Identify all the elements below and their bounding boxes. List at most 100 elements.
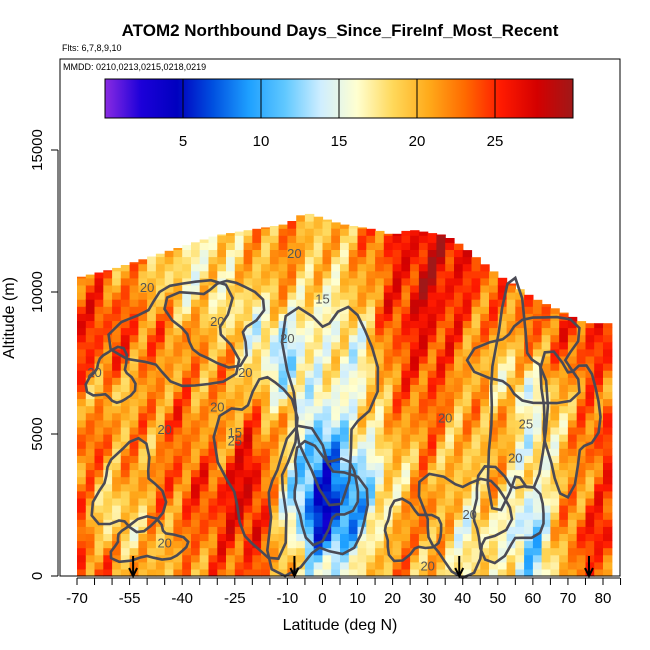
heatmap-cell — [173, 277, 183, 286]
heatmap-cell — [497, 405, 508, 414]
heatmap-cell — [208, 455, 218, 463]
heatmap-cell — [427, 426, 438, 435]
heatmap-cell — [436, 263, 446, 272]
heatmap-cell — [401, 284, 411, 293]
heatmap-cell — [217, 299, 227, 307]
heatmap-cell — [191, 412, 201, 421]
heatmap-cell — [436, 469, 446, 478]
heatmap-cell — [532, 419, 543, 428]
heatmap-cell — [594, 497, 604, 506]
heatmap-cell — [515, 526, 525, 534]
heatmap-cell — [401, 476, 411, 485]
heatmap-cell — [261, 426, 271, 435]
heatmap-cell — [243, 299, 253, 307]
heatmap-cell — [480, 561, 490, 570]
heatmap-cell — [366, 363, 376, 371]
heatmap-cell — [401, 235, 411, 243]
heatmap-cell — [322, 561, 332, 570]
heatmap-cell — [541, 483, 551, 492]
heatmap-cell — [261, 526, 271, 534]
heatmap-cell — [278, 306, 288, 314]
heatmap-cell — [103, 292, 113, 300]
heatmap-cell — [173, 405, 183, 414]
heatmap-cell — [173, 292, 183, 300]
heatmap-cell — [120, 568, 131, 577]
heatmap-cell — [454, 256, 464, 265]
heatmap-cell — [252, 462, 262, 471]
heatmap-cell — [147, 540, 157, 549]
heatmap-cell — [304, 270, 315, 279]
heatmap-cell — [559, 540, 569, 549]
heatmap-cell — [85, 398, 96, 407]
heatmap-cell — [567, 327, 578, 336]
heatmap-cell — [155, 348, 166, 357]
contour-label: 20 — [210, 314, 224, 329]
heatmap-cell — [489, 426, 499, 435]
heatmap-cell — [85, 462, 96, 471]
heatmap-cell — [340, 561, 350, 570]
heatmap-cell — [226, 448, 236, 456]
heatmap-cell — [489, 363, 499, 371]
heatmap-cell — [226, 327, 236, 336]
heatmap-cell — [506, 377, 516, 385]
heatmap-cell — [418, 540, 429, 549]
heatmap-cell — [506, 283, 516, 286]
heatmap-cell — [313, 341, 324, 350]
heatmap-cell — [208, 497, 218, 506]
heatmap-cell — [269, 391, 280, 400]
heatmap-cell — [383, 249, 394, 258]
heatmap-cell — [585, 370, 595, 378]
heatmap-cell — [497, 441, 508, 449]
heatmap-cell — [173, 455, 183, 463]
heatmap-cell — [234, 547, 245, 556]
heatmap-cell — [357, 512, 367, 520]
heatmap-cell — [576, 455, 587, 463]
heatmap-cell — [357, 355, 367, 364]
heatmap-cell — [603, 355, 613, 364]
heatmap-cell — [427, 391, 438, 400]
heatmap-cell — [445, 327, 455, 336]
heatmap-cell — [348, 313, 359, 321]
heatmap-cell — [383, 419, 394, 428]
heatmap-cell — [462, 377, 473, 385]
heatmap-cell — [392, 377, 402, 385]
heatmap-cell — [532, 412, 543, 421]
heatmap-cell — [366, 547, 376, 556]
heatmap-cell — [103, 505, 113, 513]
heatmap-cell — [252, 540, 262, 549]
heatmap-cell — [278, 455, 288, 463]
heatmap-cell — [357, 228, 367, 236]
heatmap-cell — [103, 355, 113, 364]
heatmap-cell — [120, 341, 131, 350]
heatmap-cell — [147, 313, 157, 321]
heatmap-cell — [506, 497, 516, 506]
heatmap-cell — [138, 469, 148, 478]
heatmap-cell — [313, 490, 324, 499]
heatmap-cell — [383, 334, 394, 343]
heatmap-cell — [155, 313, 166, 321]
heatmap-cell — [357, 490, 367, 499]
heatmap-cell — [392, 235, 402, 243]
heatmap-cell — [348, 277, 359, 286]
heatmap-cell — [427, 313, 438, 321]
x-tick-label: -70 — [66, 590, 88, 607]
heatmap-cell — [331, 306, 341, 314]
heatmap-cell — [164, 320, 175, 329]
heatmap-cell — [418, 398, 429, 407]
heatmap-cell — [340, 256, 350, 265]
heatmap-cell — [436, 292, 446, 300]
heatmap-cell — [155, 277, 166, 286]
heatmap-cell — [164, 405, 175, 414]
heatmap-cell — [480, 419, 490, 428]
heatmap-cell — [375, 426, 385, 435]
heatmap-cell — [278, 426, 288, 435]
heatmap-cell — [85, 306, 96, 314]
heatmap-cell — [348, 441, 359, 449]
heatmap-cell — [357, 306, 367, 314]
heatmap-cell — [506, 370, 516, 378]
heatmap-cell — [278, 526, 288, 534]
heatmap-cell — [410, 462, 420, 471]
heatmap-cell — [480, 497, 490, 506]
heatmap-cell — [252, 448, 262, 456]
heatmap-cell — [445, 348, 455, 357]
